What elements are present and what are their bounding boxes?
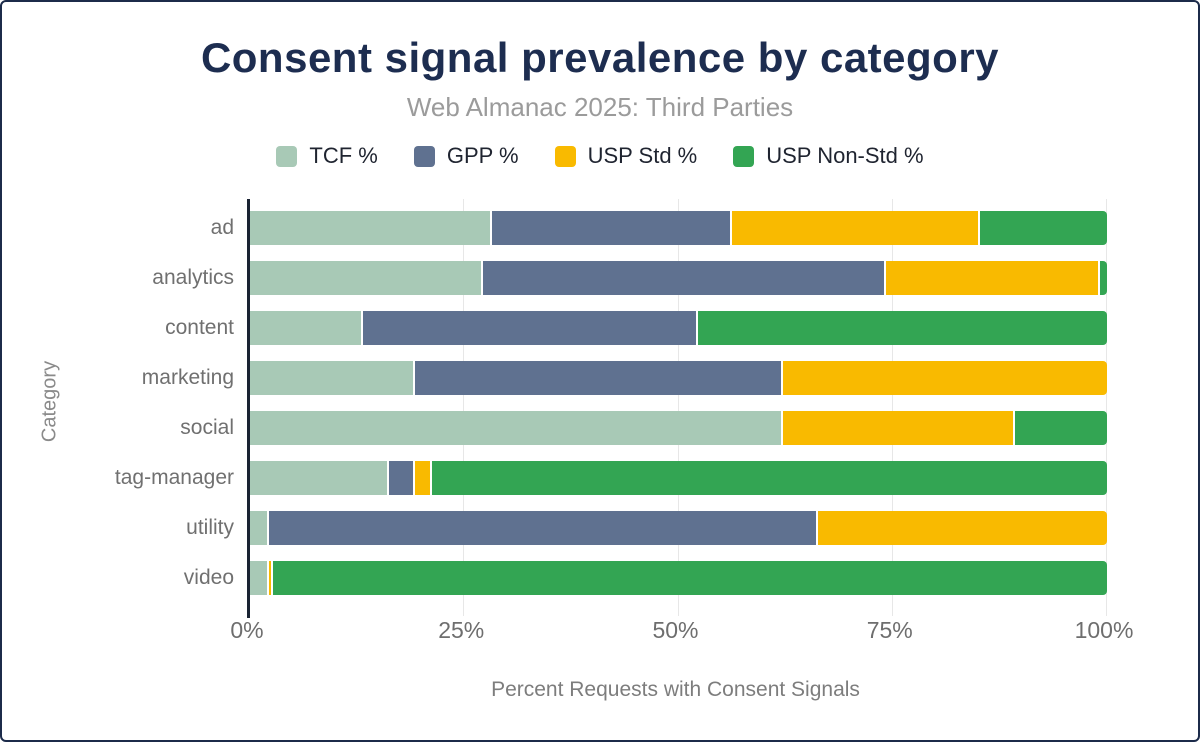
- x-tick-label-25: 25%: [438, 617, 485, 643]
- chart-title: Consent signal prevalence by category: [200, 34, 1000, 81]
- bar-segment-ad-tcf: [250, 211, 490, 245]
- legend-item-usp-non-std[interactable]: USP Non-Std %: [733, 143, 924, 169]
- gridline-25: [463, 199, 465, 616]
- bar-segment-video-usp-non-std: [271, 561, 1107, 595]
- legend-label: GPP %: [446, 143, 519, 168]
- bar-segment-content-tcf: [250, 311, 362, 345]
- bar-segment-ad-usp-std: [729, 211, 979, 245]
- bar-segment-marketing-gpp: [412, 361, 782, 395]
- bar-row-marketing: [250, 361, 1107, 395]
- x-tick-label-0: 0%: [230, 617, 264, 643]
- bar-segment-utility-tcf: [250, 511, 268, 545]
- legend-swatch-icon: [413, 145, 435, 167]
- bar-segment-video-usp-std: [267, 561, 272, 595]
- legend-item-usp-std[interactable]: USP Std %: [554, 143, 698, 169]
- bar-segment-tag-manager-usp-std: [412, 461, 430, 495]
- legend-item-tcf[interactable]: TCF %: [276, 143, 378, 169]
- plot-area: [247, 199, 1107, 618]
- bar-segment-tag-manager-usp-non-std: [429, 461, 1107, 495]
- category-label-social: social: [180, 416, 234, 439]
- x-axis-tick-labels: 0% 25% 50% 75% 100%: [230, 617, 1133, 647]
- bar-segment-ad-usp-non-std: [978, 211, 1107, 245]
- bar-row-social: [250, 411, 1107, 445]
- category-label-video: video: [183, 566, 234, 589]
- legend-swatch-icon: [276, 145, 298, 167]
- bar-row-ad: [250, 211, 1107, 245]
- bar-segment-analytics-tcf: [250, 261, 482, 295]
- bar-segment-analytics-usp-std: [884, 261, 1099, 295]
- x-tick-label-100: 100%: [1074, 617, 1134, 643]
- bar-row-video: [250, 561, 1107, 595]
- bar-row-utility: [250, 511, 1107, 545]
- bar-segment-social-usp-non-std: [1012, 411, 1107, 445]
- bar-row-tag-manager: [250, 461, 1107, 495]
- y-axis-title: Category: [38, 360, 61, 443]
- legend-item-gpp[interactable]: GPP %: [413, 143, 519, 169]
- category-label-marketing: marketing: [141, 366, 234, 389]
- bar-segment-ad-gpp: [489, 211, 730, 245]
- category-label-analytics: analytics: [152, 266, 234, 289]
- bar-segment-analytics-gpp: [481, 261, 885, 295]
- bar-segment-marketing-tcf: [250, 361, 413, 395]
- bar-segment-content-usp-non-std: [695, 311, 1107, 345]
- x-axis-zero-tick: [247, 609, 250, 618]
- x-tick-label-50: 50%: [652, 617, 699, 643]
- legend-label: USP Std %: [587, 143, 698, 168]
- bar-segment-social-tcf: [250, 411, 782, 445]
- legend-label: TCF %: [309, 143, 378, 168]
- bar-segment-utility-gpp: [267, 511, 816, 545]
- bar-segment-tag-manager-tcf: [250, 461, 388, 495]
- gridline-100: [1106, 199, 1107, 616]
- bar-segment-utility-usp-std: [815, 511, 1107, 545]
- bar-segment-video-tcf: [250, 561, 268, 595]
- bar-segment-social-usp-std: [781, 411, 1013, 445]
- bar-row-content: [250, 311, 1107, 345]
- bar-segment-tag-manager-gpp: [387, 461, 413, 495]
- category-label-tag-manager: tag-manager: [114, 466, 234, 489]
- gridline-75: [891, 199, 893, 616]
- bar-segment-marketing-usp-std: [781, 361, 1107, 395]
- category-label-content: content: [165, 316, 234, 339]
- legend-label: USP Non-Std %: [766, 143, 924, 168]
- category-label-ad: ad: [210, 216, 234, 239]
- category-label-utility: utility: [186, 516, 234, 539]
- legend-swatch-icon: [554, 145, 576, 167]
- legend-swatch-icon: [733, 145, 755, 167]
- chart-subtitle: Web Almanac 2025: Third Parties: [406, 92, 794, 122]
- bar-row-analytics: [250, 261, 1107, 295]
- x-axis-title: Percent Requests with Consent Signals: [491, 678, 860, 701]
- bar-segment-analytics-usp-non-std: [1098, 261, 1107, 295]
- x-tick-label-75: 75%: [866, 617, 913, 643]
- gridline-50: [677, 199, 679, 616]
- legend: TCF % GPP % USP Std % USP Non-Std %: [2, 143, 1198, 169]
- bar-segment-content-gpp: [361, 311, 696, 345]
